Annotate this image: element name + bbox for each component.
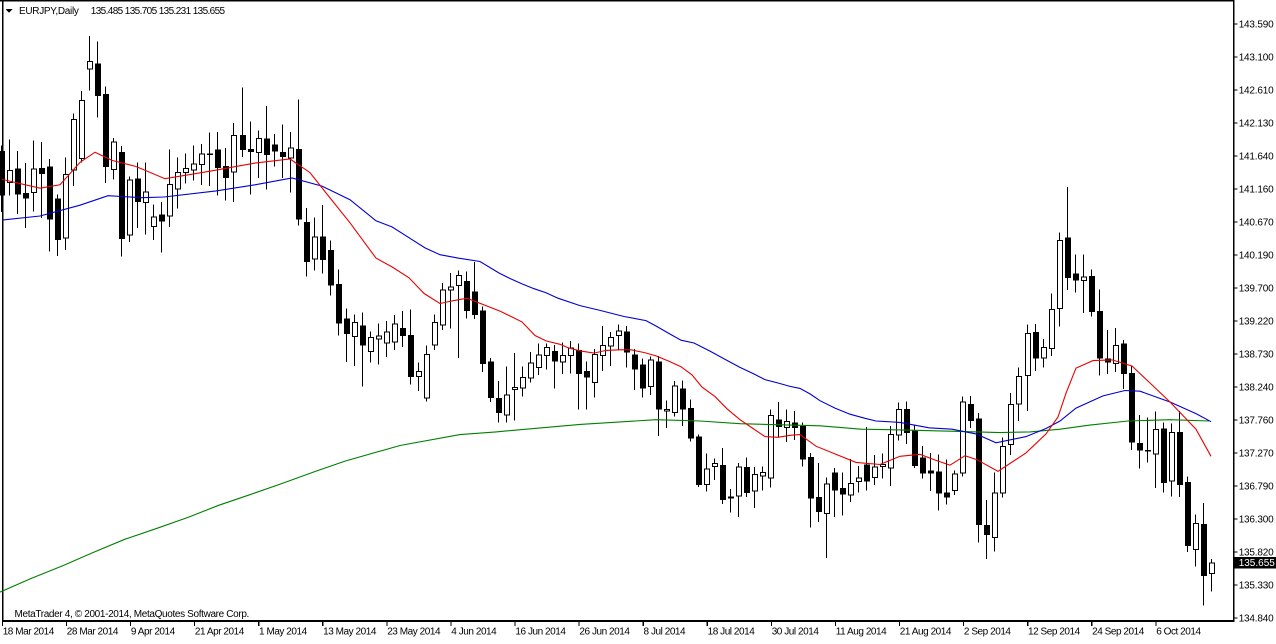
svg-text:135.330: 135.330: [1239, 581, 1274, 592]
svg-text:30 Jul 2014: 30 Jul 2014: [772, 626, 820, 637]
svg-text:135.820: 135.820: [1239, 548, 1274, 559]
svg-text:135.485 135.705 135.231 135.65: 135.485 135.705 135.231 135.655: [91, 6, 226, 17]
svg-text:137.270: 137.270: [1239, 449, 1274, 460]
svg-text:26 Jun 2014: 26 Jun 2014: [579, 626, 630, 637]
svg-text:28 Mar 2014: 28 Mar 2014: [67, 626, 119, 637]
svg-text:13 May 2014: 13 May 2014: [323, 626, 377, 637]
svg-text:23 May 2014: 23 May 2014: [387, 626, 441, 637]
svg-text:1 May 2014: 1 May 2014: [259, 626, 308, 637]
svg-text:9 Apr 2014: 9 Apr 2014: [131, 626, 176, 637]
svg-text:137.760: 137.760: [1239, 416, 1274, 427]
svg-text:141.160: 141.160: [1239, 185, 1274, 196]
svg-text:21 Aug 2014: 21 Aug 2014: [900, 626, 952, 637]
svg-text:18 Mar 2014: 18 Mar 2014: [3, 626, 55, 637]
svg-text:2 Sep 2014: 2 Sep 2014: [964, 626, 1012, 637]
svg-text:136.300: 136.300: [1239, 515, 1274, 526]
svg-text:16 Jun 2014: 16 Jun 2014: [515, 626, 566, 637]
svg-text:EURJPY,Daily: EURJPY,Daily: [19, 6, 79, 17]
svg-text:136.790: 136.790: [1239, 482, 1274, 493]
svg-text:12 Sep 2014: 12 Sep 2014: [1028, 626, 1081, 637]
svg-text:MetaTrader 4, © 2001-2014, Met: MetaTrader 4, © 2001-2014, MetaQuotes So…: [15, 609, 249, 620]
svg-text:135.655: 135.655: [1239, 558, 1276, 569]
svg-text:18 Jul 2014: 18 Jul 2014: [708, 626, 756, 637]
svg-text:141.640: 141.640: [1239, 152, 1274, 163]
svg-text:142.130: 142.130: [1239, 119, 1274, 130]
svg-text:6 Oct 2014: 6 Oct 2014: [1156, 626, 1201, 637]
svg-text:142.610: 142.610: [1239, 86, 1274, 97]
svg-text:11 Aug 2014: 11 Aug 2014: [836, 626, 887, 637]
svg-text:143.100: 143.100: [1239, 53, 1274, 64]
svg-text:140.670: 140.670: [1239, 218, 1274, 229]
svg-text:139.220: 139.220: [1239, 317, 1274, 328]
svg-text:138.730: 138.730: [1239, 350, 1274, 361]
svg-text:4 Jun 2014: 4 Jun 2014: [451, 626, 497, 637]
svg-text:139.700: 139.700: [1239, 284, 1274, 295]
svg-text:140.190: 140.190: [1239, 251, 1274, 262]
svg-text:138.240: 138.240: [1239, 383, 1274, 394]
svg-text:24 Sep 2014: 24 Sep 2014: [1092, 626, 1145, 637]
svg-text:134.840: 134.840: [1239, 614, 1274, 625]
svg-text:143.590: 143.590: [1239, 20, 1274, 31]
svg-text:21 Apr 2014: 21 Apr 2014: [195, 626, 245, 637]
svg-text:8 Jul 2014: 8 Jul 2014: [644, 626, 687, 637]
